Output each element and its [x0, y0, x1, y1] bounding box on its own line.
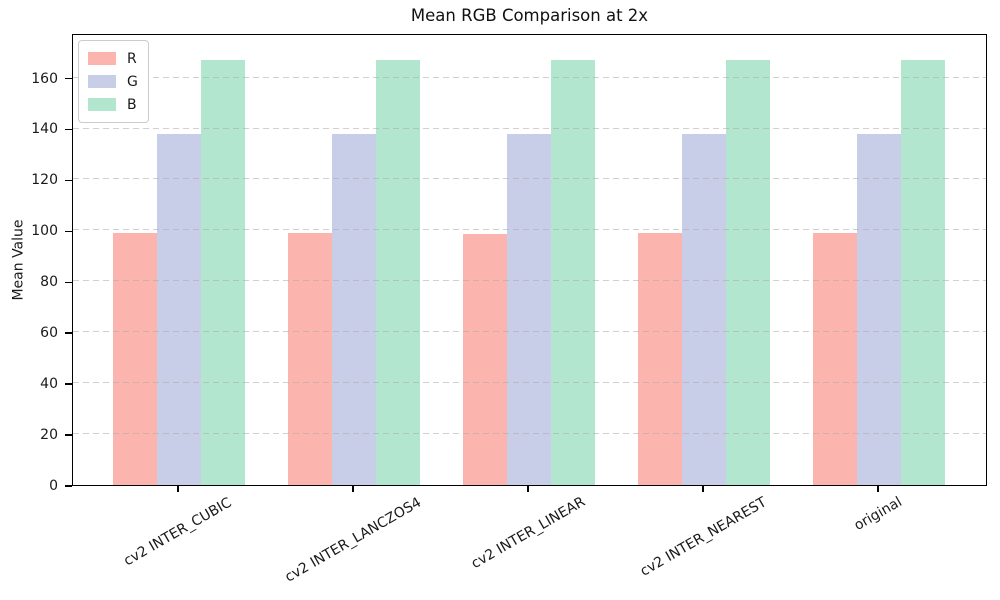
ytick-mark-0 [65, 485, 72, 487]
ytick-mark-80 [65, 281, 72, 284]
gridline-80 [73, 280, 986, 282]
ytick-mark-20 [65, 434, 72, 436]
gridline-20 [73, 433, 986, 435]
xtick-label-cv2-inter-cubic: cv2 INTER_CUBIC [121, 494, 235, 569]
ytick-label-60: 60 [40, 325, 58, 342]
y-axis-label: Mean Value [6, 34, 32, 486]
bar-G-cv2-inter-linear [507, 133, 551, 485]
legend-label-B: B [127, 96, 137, 113]
xtick-label-cv2-inter-linear: cv2 INTER_LINEAR [468, 494, 588, 573]
ytick-label-140: 140 [31, 121, 58, 138]
bar-R-cv2-inter-nearest [638, 232, 682, 485]
bar-B-cv2-inter-lanczos4 [376, 59, 420, 485]
ytick-label-20: 20 [40, 427, 58, 444]
gridline-100 [73, 229, 986, 231]
legend-item-G: G [88, 70, 138, 93]
legend-label-G: G [127, 73, 138, 90]
bar-B-original [901, 59, 945, 485]
ytick-mark-120 [65, 179, 72, 182]
plot-area [72, 34, 987, 486]
bar-R-original [813, 232, 857, 485]
ytick-mark-140 [65, 128, 72, 131]
legend-swatch-R [88, 52, 116, 65]
ytick-label-100: 100 [31, 223, 58, 240]
ytick-label-160: 160 [31, 70, 58, 87]
xtick-mark-cv2-inter-lanczos4 [352, 486, 354, 492]
bar-R-cv2-inter-linear [463, 233, 507, 485]
ytick-mark-160 [65, 77, 72, 80]
legend-item-B: B [88, 93, 138, 116]
bar-G-cv2-inter-cubic [157, 133, 201, 485]
xtick-label-original: original [851, 493, 905, 535]
gridline-60 [73, 331, 986, 333]
bar-G-cv2-inter-nearest [682, 133, 726, 485]
legend-swatch-G [88, 75, 116, 88]
legend-item-R: R [88, 47, 138, 70]
ytick-label-120: 120 [31, 172, 58, 189]
bar-R-cv2-inter-lanczos4 [288, 232, 332, 485]
gridline-40 [73, 382, 986, 384]
xtick-mark-cv2-inter-linear [527, 486, 529, 492]
bar-G-original [857, 133, 901, 485]
ytick-label-40: 40 [40, 376, 58, 393]
chart-title: Mean RGB Comparison at 2x [410, 6, 649, 25]
xtick-label-cv2-inter-nearest: cv2 INTER_NEAREST [637, 494, 769, 580]
ytick-mark-100 [65, 230, 72, 233]
bar-G-cv2-inter-lanczos4 [332, 133, 376, 485]
bar-B-cv2-inter-nearest [726, 59, 770, 485]
bar-B-cv2-inter-cubic [201, 59, 245, 485]
xtick-mark-cv2-inter-nearest [702, 486, 704, 492]
ytick-label-80: 80 [40, 274, 58, 291]
ytick-label-0: 0 [49, 478, 58, 494]
xtick-mark-cv2-inter-cubic [177, 486, 179, 492]
xtick-mark-original [877, 486, 879, 492]
bar-B-cv2-inter-linear [551, 59, 595, 485]
gridline-120 [73, 178, 986, 180]
xtick-label-cv2-inter-lanczos4: cv2 INTER_LANCZOS4 [282, 493, 425, 586]
gridline-160 [73, 76, 986, 78]
ytick-mark-60 [65, 332, 72, 334]
legend-swatch-B [88, 98, 116, 111]
legend-label-R: R [127, 50, 137, 67]
ytick-mark-40 [65, 383, 72, 385]
gridline-140 [73, 127, 986, 129]
bar-R-cv2-inter-cubic [113, 232, 157, 485]
